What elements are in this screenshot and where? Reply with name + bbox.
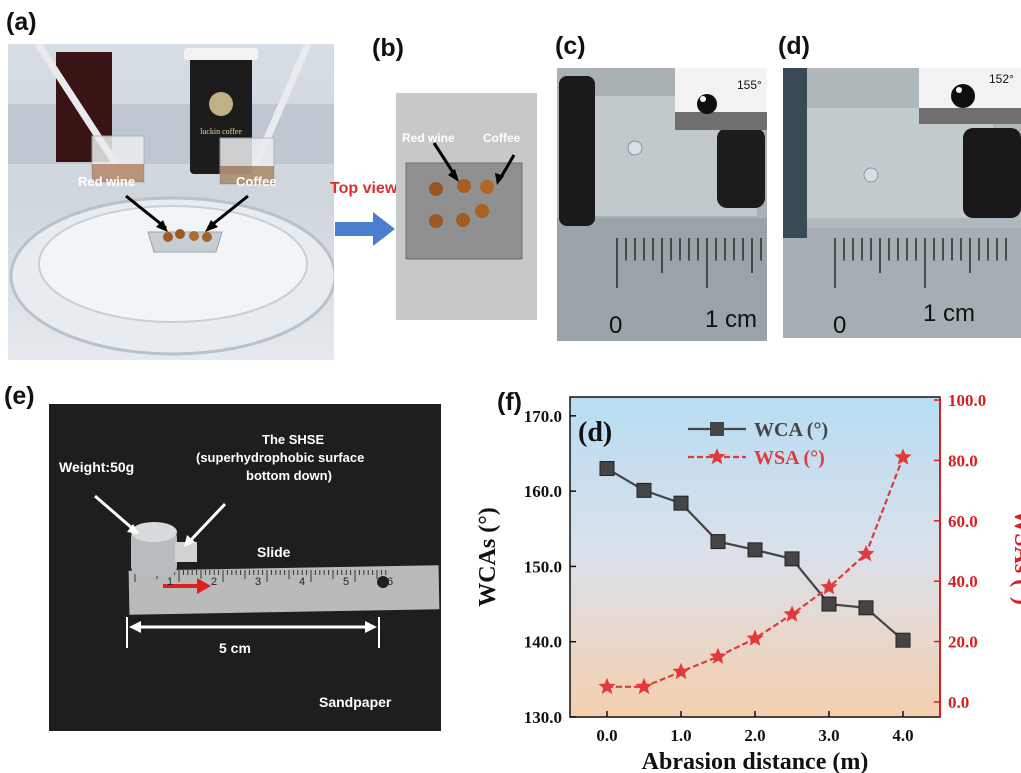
contact-angle-c: 155° [737,78,762,92]
x-tick-label: 4.0 [892,726,913,745]
distance-label: 5 cm [219,640,251,656]
steel-ruler [128,565,440,615]
top-view-text: Top view [330,180,398,197]
top-view-arrow [335,212,395,246]
shse-label-1: The SHSE [262,432,325,447]
panel-d-label: (d) [778,32,810,60]
y-left-tick-label: 160.0 [524,482,562,501]
panel-f-label: (f) [497,388,522,416]
wca-point [784,551,800,567]
wsa-point [820,578,838,595]
x-axis-label: Abrasion distance (m) [642,749,869,773]
ruler-cm-c: 1 cm [705,306,758,333]
x-tick-label: 2.0 [744,726,765,745]
shse-label-2: (superhydrophobic surface [196,450,365,465]
wca-point [747,542,763,558]
wca-wsa-chart: (d) 0.0 1.0 2.0 3.0 4.0 130.0 140.0 150.0 160.0 1… [475,391,1021,773]
coffee-label-b: Coffee [483,131,521,145]
ruler-zero-d: 0 [833,312,847,338]
y-right-axis-label: WSAs (°) [1009,509,1021,605]
panel-c-photo: 155° 0 1 cm [557,68,767,341]
x-tick-label: 1.0 [670,726,691,745]
ruler-number: 6 [387,576,394,588]
legend-square-marker [710,422,724,436]
x-tick-label: 3.0 [818,726,839,745]
panel-b-photo: Red wine Coffee [396,93,537,320]
ruler-number: 2 [211,576,218,588]
y-right-tick-label: 60.0 [948,512,978,531]
y-left-tick-label: 130.0 [524,708,562,727]
wsa-point [746,629,764,646]
ruler-zero-c: 0 [609,312,623,339]
y-right-tick-label: 0.0 [948,693,969,712]
ruler-number: 1 [167,576,174,588]
red-wine-label-b: Red wine [402,131,455,145]
panel-b-label: (b) [372,34,404,62]
wca-point [599,461,615,477]
sandpaper-label: Sandpaper [319,694,392,710]
ruler-number: 5 [343,576,350,588]
wsa-point [672,662,690,679]
legend-star-marker [708,448,726,465]
wsa-point [783,605,801,622]
wca-point [673,495,689,511]
wsa-point [857,544,875,562]
cup-brand-text: luckin coffee [200,127,242,136]
wca-point [636,482,652,498]
y-left-tick-label: 140.0 [524,633,562,652]
wsa-point [598,677,616,695]
ruler-number: 4 [299,576,306,588]
wsa-point [635,677,653,695]
inner-panel-label: (d) [578,417,612,448]
wsa-point [709,647,727,664]
y-right-tick-label: 40.0 [948,572,978,591]
panel-a-label: (a) [6,8,37,36]
weight-label: Weight:50g [59,459,135,475]
y-right-tick-label: 20.0 [948,633,978,652]
y-left-tick-label: 150.0 [524,557,562,576]
panel-e-photo: Weight:50g The SHSE (superhydrophobic su… [49,404,441,731]
red-wine-label-a: Red wine [78,174,136,189]
contact-angle-d: 152° [989,72,1014,86]
slide-label: Slide [257,544,291,560]
wca-point [858,600,874,616]
y-left-axis-label: WCAs (°) [475,507,501,607]
panel-e-label: (e) [4,382,35,410]
y-left-tick-label: 170.0 [524,407,562,426]
panel-c-label: (c) [555,32,586,60]
panel-a-photo: luckin coffee Red wine Coffee [8,44,334,360]
wca-point [895,632,911,648]
x-tick-label: 0.0 [596,726,617,745]
shse-label-3: bottom down) [246,468,332,483]
y-right-tick-label: 100.0 [948,391,986,410]
ruler-number: 3 [255,576,262,588]
y-right-tick-label: 80.0 [948,451,978,470]
wca-point [710,534,726,550]
ruler-cm-d: 1 cm [923,300,976,327]
wca-point [821,596,837,612]
panel-d-photo: 152° 0 1 cm [783,68,1021,338]
coffee-label-a: Coffee [236,174,277,189]
wsa-point [894,448,912,465]
legend-label: WSA (°) [754,447,825,469]
legend-label: WCA (°) [754,419,828,441]
